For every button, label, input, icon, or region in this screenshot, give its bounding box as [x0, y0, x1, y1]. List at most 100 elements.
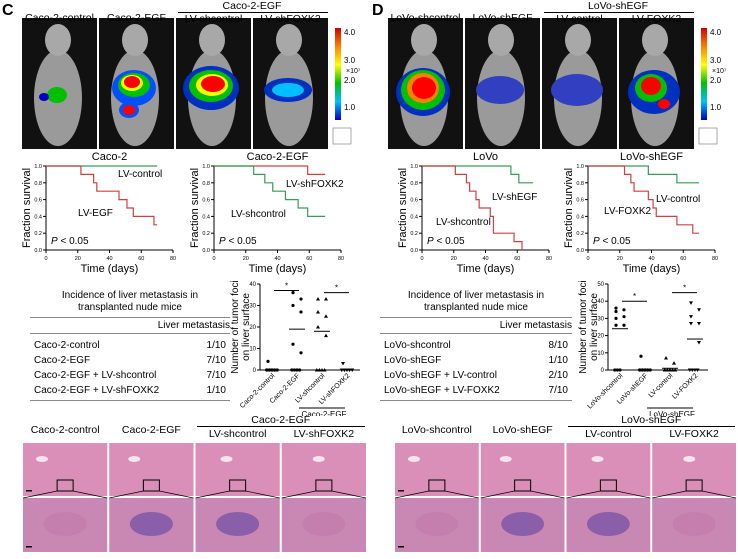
table-title: Incidence of liver metastasis in transpl…: [407, 290, 545, 313]
data-point: [291, 303, 295, 308]
x-tick-label: 0: [212, 256, 215, 262]
table-rule: [30, 333, 230, 334]
colorbar-unit: ×10⁷: [712, 68, 727, 75]
colorbar-tick: 4.0: [344, 28, 356, 37]
group-name: Caco-2-EGF: [34, 355, 91, 366]
scale-bar: [26, 490, 32, 492]
data-point: [693, 368, 697, 372]
chart-title: Caco-2-EGF: [247, 151, 309, 163]
y-tick-label: 1.0: [34, 164, 42, 170]
bioluminescence-signal: [124, 76, 140, 88]
y-tick-label: 0.6: [202, 198, 210, 204]
mouse-head: [411, 24, 437, 56]
colorbar: [701, 28, 707, 120]
data-point: [697, 308, 701, 312]
zoom-line: [159, 490, 194, 499]
imaging-svg: 4.0 3.0 2.0 1.0 ×10⁷: [22, 18, 361, 149]
tissue-region: [415, 512, 459, 536]
survival-curve-lv-shfoxk2: [214, 165, 326, 175]
data-point: [618, 368, 622, 372]
x-tick-label: 40: [648, 256, 654, 262]
mouse-head: [565, 24, 591, 56]
metastasis-incidence: 2/10: [548, 370, 568, 381]
series-label: LV-control: [656, 194, 700, 205]
group-line: [178, 12, 328, 13]
y-tick-label: 0.4: [410, 214, 418, 220]
y-tick-label: 0.8: [34, 181, 42, 187]
scale-legend-box: [698, 127, 718, 145]
group-label: LoVo-shEGF: [649, 410, 695, 416]
zoom-line: [22, 490, 58, 499]
mouse-head: [276, 24, 302, 56]
data-point: [614, 316, 618, 320]
data-point: [292, 368, 296, 372]
x-axis-label: Time (days): [249, 263, 307, 275]
x-tick-label: 40: [274, 256, 280, 262]
mouse-group-label: LV-control: [556, 13, 603, 25]
mouse-group-label: LoVo-shEGF: [472, 12, 533, 24]
data-point: [324, 314, 328, 318]
colorbar-tick: 4.0: [710, 28, 722, 37]
data-point: [689, 315, 693, 319]
bioluminescence-signal: [641, 77, 661, 95]
mouse-group-label: LV-shFOXK2: [260, 13, 321, 25]
y-tick-label: 0.8: [410, 181, 418, 187]
data-point: [341, 362, 345, 366]
imaging-panel-c: 4.0 3.0 2.0 1.0 ×10⁷ Caco-2-control Caco-2-EGF…: [22, 0, 372, 150]
histology-panel-c: Caco-2-control Caco-2-EGF LV-shcontrol LV-s…: [22, 414, 367, 554]
y-tick-label: 20: [249, 325, 256, 331]
colorbar-tick: 2.0: [710, 76, 722, 85]
survival-plot-lovo-shegf: LoVo-shEGF 0 20 40 60 80 0.0 0.2 0.4 0.6 0.8 1.0 Tim…: [563, 151, 718, 275]
group-line: [544, 12, 694, 13]
bioluminescence-signal: [412, 77, 436, 99]
tissue-region: [216, 512, 260, 536]
zoom-line: [652, 490, 687, 499]
group-name: Caco-2-EGF + LV-shFOXK2: [34, 385, 160, 396]
zoom-line: [394, 490, 429, 499]
y-tick-label: 0.6: [576, 198, 584, 204]
group-line: [196, 426, 365, 427]
y-tick-label: 0.6: [410, 198, 418, 204]
significance-marker: *: [633, 292, 636, 301]
y-tick-label: 0.8: [576, 181, 584, 187]
x-tick-label: 20: [243, 256, 249, 262]
mouse-head: [45, 24, 71, 56]
significance-marker: *: [683, 284, 686, 293]
y-tick-label: 0.8: [202, 181, 210, 187]
zoom-inset-box: [685, 479, 703, 492]
zoom-inset-box: [428, 479, 446, 492]
table-row: Caco-2-control 1/10: [34, 340, 226, 354]
x-tick-label: 0: [586, 256, 589, 262]
colorbar: [335, 28, 341, 120]
data-point: [613, 368, 617, 372]
data-point: [322, 368, 327, 372]
metastasis-incidence: 1/10: [548, 355, 568, 366]
zoom-line: [566, 490, 601, 499]
y-axis-label: Fraction survival: [189, 168, 201, 248]
column-header: Liver metastasis: [157, 320, 230, 331]
y-tick-label: 40: [597, 299, 604, 305]
y-tick-label: 20: [597, 334, 604, 340]
p-value: P < 0.05: [51, 236, 89, 247]
data-point: [615, 368, 619, 372]
group-name: Caco-2-control: [34, 340, 100, 351]
group-name: Caco-2-EGF + LV-shcontrol: [34, 370, 157, 381]
metastasis-table-c: Incidence of liver metastasis in transpl…: [30, 290, 230, 401]
category-label: LV-FOXK2: [671, 372, 699, 400]
mouse-group-label: Caco-2-EGF: [107, 12, 166, 24]
data-point: [668, 368, 672, 372]
tissue-region: [586, 512, 630, 536]
x-tick-label: 60: [680, 256, 686, 262]
series-label: LV-shcontrol: [436, 217, 491, 228]
label-line: Number of tumor foci: [230, 280, 241, 373]
group-name: LoVo-shEGF + LV-control: [384, 370, 497, 381]
mouse-head: [642, 24, 668, 56]
y-axis-label: Fraction survival: [21, 168, 33, 248]
data-point: [299, 351, 303, 355]
y-tick-label: 0.4: [576, 214, 584, 220]
data-point: [266, 359, 270, 363]
x-tick-label: 80: [338, 256, 344, 262]
colorbar-unit: ×10⁷: [346, 68, 361, 75]
y-tick-label: 50: [597, 282, 604, 288]
